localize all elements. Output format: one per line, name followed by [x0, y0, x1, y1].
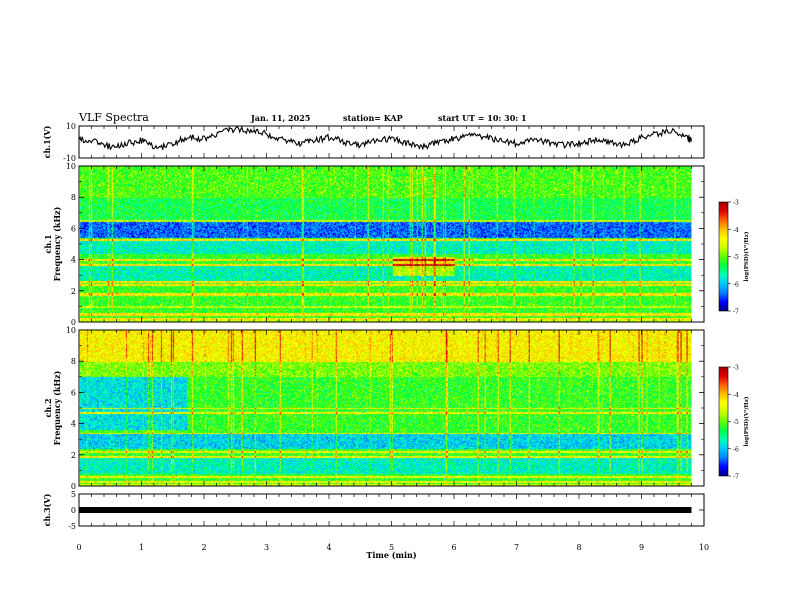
colorbar-tick-label: -6 — [733, 446, 739, 453]
spectrogram-ch1-image — [80, 166, 692, 322]
spectrogram-ch1-ytick-label: 4 — [71, 256, 76, 265]
spectrogram-ch1-ylabel-channel: ch.1 — [43, 234, 53, 253]
colorbar-label-ch2: log(PSD)(V²/Hz) — [743, 396, 750, 446]
waveform-ch3-ytick-label: 5 — [71, 490, 76, 499]
spectrogram-ch2-ytick-label: 2 — [71, 451, 76, 460]
colorbar-tick-label: -5 — [733, 419, 739, 426]
waveform-ch1-ytick-label: -10 — [63, 154, 76, 163]
xtick-label: 3 — [264, 543, 269, 552]
xtick-label: 4 — [326, 543, 331, 552]
waveform-ch1-ylabel: ch.1(V) — [42, 125, 52, 158]
xtick-label: 10 — [699, 543, 709, 552]
colorbar-tick-label: -4 — [733, 392, 739, 399]
colorbar-tick-label: -3 — [733, 365, 739, 372]
xtick-label: 5 — [389, 543, 394, 552]
ch3-waveform-line — [79, 507, 692, 513]
spectrogram-ch2-ytick-label: 8 — [71, 357, 76, 366]
spectrogram-ch1-ylabel-frequency: Frequency (kHz) — [52, 206, 62, 281]
xtick-label: 8 — [576, 543, 581, 552]
spectrogram-ch2-image — [80, 330, 692, 486]
colorbar-tick-label: -4 — [733, 227, 739, 234]
station-label: station= KAP — [343, 113, 403, 123]
date-label: Jan. 11, 2025 — [251, 113, 311, 123]
start-time-label: start UT = 10: 30: 1 — [438, 113, 527, 123]
spectrogram-ch1-ytick-label: 8 — [71, 193, 76, 202]
spectrogram-ch1-ytick-label: 6 — [71, 224, 76, 233]
colorbar-ch1 — [718, 201, 729, 312]
spectrogram-ch1-ytick-label: 2 — [71, 287, 76, 296]
waveform-ch3-ylabel: ch.3(V) — [42, 493, 52, 526]
waveform-ch1-ytick-label: 10 — [66, 122, 76, 131]
spectrogram-ch2-ytick-label: 10 — [66, 326, 76, 335]
xtick-label: 0 — [76, 543, 81, 552]
xtick-label: 9 — [639, 543, 644, 552]
colorbar-tick-label: -5 — [733, 254, 739, 261]
colorbar-tick-label: -6 — [733, 281, 739, 288]
figure-title: VLF Spectra — [79, 111, 149, 124]
xaxis-label: Time (min) — [366, 550, 416, 560]
spectrogram-ch2-ylabel-frequency: Frequency (kHz) — [52, 370, 62, 445]
spectrogram-ch2-ytick-label: 4 — [71, 420, 76, 429]
colorbar-tick-label: -3 — [733, 200, 739, 207]
ch1-waveform-line — [78, 126, 692, 151]
spectrogram-ch2-ylabel-channel: ch.2 — [43, 398, 53, 417]
colorbar-ch2 — [718, 366, 729, 477]
colorbar-tick-label: -7 — [733, 309, 739, 316]
colorbar-label-ch1: log(PSD)(V²/Hz) — [743, 231, 750, 281]
xtick-label: 6 — [451, 543, 456, 552]
waveform-ch3-ytick-label: -5 — [68, 522, 76, 531]
xtick-label: 1 — [139, 543, 144, 552]
colorbar-tick-label: -7 — [733, 474, 739, 481]
waveform-ch3-ytick-label: 0 — [71, 506, 76, 515]
spectrogram-ch1-ytick-label: 10 — [66, 162, 76, 171]
xtick-label: 2 — [201, 543, 206, 552]
spectrogram-ch2-ytick-label: 0 — [71, 482, 76, 491]
xtick-label: 7 — [514, 543, 519, 552]
spectrogram-ch1-ytick-label: 0 — [71, 318, 76, 327]
spectrogram-ch2-ytick-label: 6 — [71, 388, 76, 397]
